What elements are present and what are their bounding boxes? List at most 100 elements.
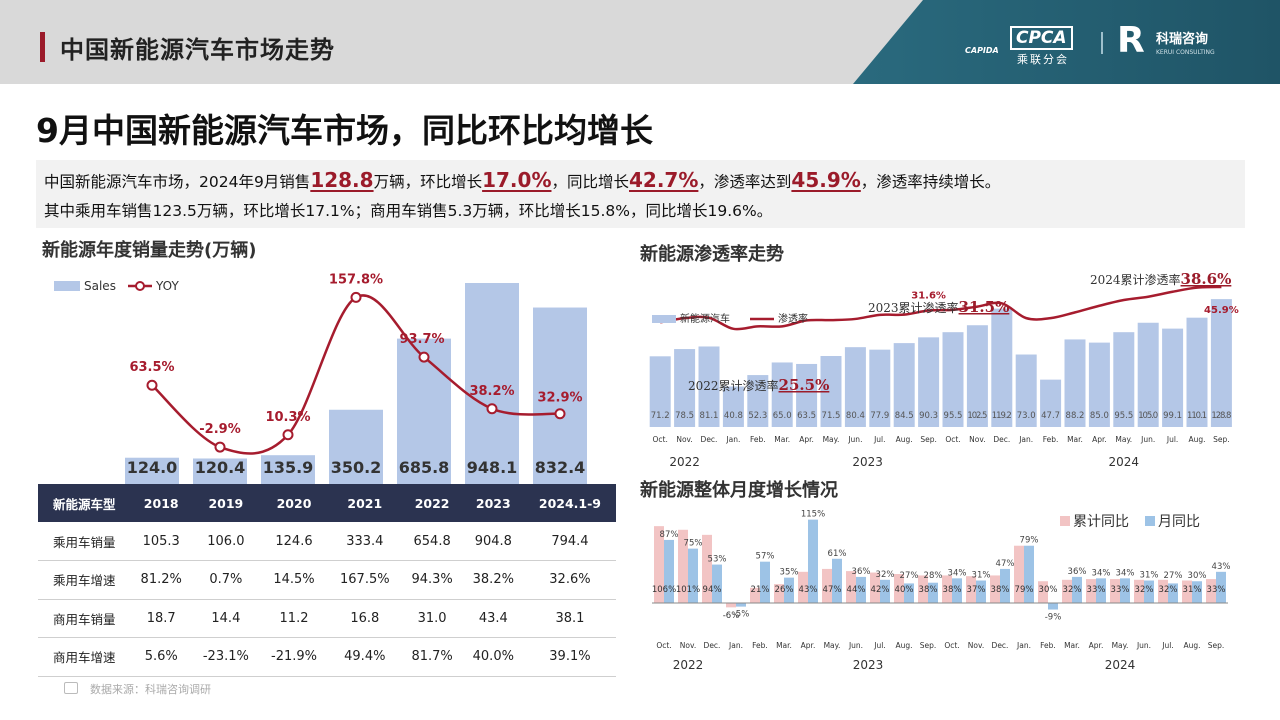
summary-box: 中国新能源汽车市场，2024年9月销售128.8万辆，环比增长17.0%，同比增… — [36, 160, 1245, 228]
kerui-logo-mark: R — [1117, 20, 1145, 61]
annual-yoy-label: 32.9% — [537, 391, 582, 406]
penetration-month-tick: Feb. — [1043, 435, 1059, 444]
growth-month-tick: Jun. — [848, 641, 863, 650]
table-cell: 32.6% — [523, 560, 616, 600]
table-cell: 商用车增速 — [38, 637, 131, 677]
penetration-month-tick: Sep. — [920, 435, 937, 444]
penetration-legend-bar-label: 新能源汽车 — [680, 312, 730, 325]
table-cell: 106.0 — [191, 522, 260, 561]
penetration-sales-label: 47.7 — [1041, 411, 1060, 421]
table-cell: 333.4 — [328, 522, 402, 561]
page-title: 9月中国新能源汽车市场，同比环比均增长 — [36, 111, 653, 150]
summary-text: ，渗透率持续增长。 — [860, 173, 1001, 191]
penetration-sales-label: 95.5 — [944, 411, 963, 421]
penetration-month-tick: Oct. — [945, 435, 960, 444]
growth-cumulative-label: 26% — [775, 585, 794, 595]
summary-text: ，渗透率达到 — [698, 173, 792, 191]
growth-cumulative-label: 32% — [1063, 585, 1082, 595]
annual-sales-chart: 124.0 120.4 135.9 350.2 685.8 948.1 832.4 63.5%… — [54, 272, 587, 484]
annual-sales-bar — [397, 338, 451, 484]
growth-monthly-label: 34% — [948, 568, 967, 578]
growth-cumulative-label: 32% — [1159, 585, 1178, 595]
penetration-month-tick: Apr. — [1092, 435, 1107, 444]
table-row: 乘用车增速 81.2% 0.7% 14.5% 167.5% 94.3% 38.2% 32.6% — [38, 560, 616, 600]
growth-month-tick: Sep. — [1208, 641, 1225, 650]
penetration-sales-label: 105.0 — [1138, 411, 1158, 421]
annual-legend-sales-swatch — [54, 281, 80, 291]
growth-cumulative-label: 31% — [1183, 585, 1202, 595]
annual-sales-bar — [125, 457, 179, 484]
growth-cumulative-label: 101% — [676, 585, 700, 595]
annual-sales-bar — [465, 283, 519, 484]
growth-monthly-label: 27% — [1164, 571, 1183, 581]
growth-month-tick: Jul. — [1161, 641, 1173, 650]
growth-monthly-label: 31% — [972, 571, 991, 581]
penetration-month-tick: Oct. — [653, 435, 668, 444]
annual-yoy-label: 38.2% — [469, 384, 514, 399]
table-cell: 904.8 — [462, 522, 524, 561]
growth-monthly-bar — [904, 583, 914, 603]
table-cell: 38.1 — [523, 599, 616, 638]
penetration-sales-label: 52.3 — [748, 411, 767, 421]
growth-monthly-bar — [952, 578, 962, 603]
annual-legend-sales-label: Sales — [84, 279, 116, 293]
growth-cumulative-bar — [798, 571, 808, 603]
growth-legend-monthly-label: 月同比 — [1158, 514, 1200, 530]
growth-monthly-label: 43% — [1212, 562, 1231, 572]
growth-cumulative-bar — [726, 603, 736, 608]
growth-month-tick: Dec. — [992, 641, 1009, 650]
penetration-sales-label: 71.5 — [822, 411, 841, 421]
penetration-sales-label: 81.1 — [700, 411, 719, 421]
penetration-sales-label: 84.5 — [895, 411, 914, 421]
growth-cumulative-bar — [702, 534, 712, 603]
table-cell: 11.2 — [259, 599, 329, 638]
penetration-sales-label: 102.5 — [967, 411, 987, 421]
growth-monthly-bar — [736, 603, 746, 607]
growth-monthly-label: 61% — [828, 549, 847, 559]
growth-month-tick: Nov. — [968, 641, 984, 650]
annual-sales-label: 685.8 — [399, 458, 450, 477]
growth-cumulative-bar — [918, 575, 928, 603]
growth-year-label: 2024 — [1105, 658, 1136, 672]
growth-chart-title: 新能源整体月度增长情况 — [640, 480, 838, 501]
penetration-month-tick: Dec. — [993, 435, 1010, 444]
growth-month-tick: Jan. — [1016, 641, 1031, 650]
growth-month-tick: Mar. — [1064, 641, 1080, 650]
growth-cumulative-bar — [1014, 545, 1024, 603]
growth-monthly-label: 53% — [708, 555, 727, 565]
growth-month-tick: Jan. — [728, 641, 743, 650]
growth-cumulative-bar — [1038, 581, 1048, 603]
source-icon — [64, 682, 78, 694]
growth-month-tick: Feb. — [752, 641, 768, 650]
annotation-value: 31.5% — [959, 298, 1010, 316]
growth-monthly-bar — [1144, 580, 1154, 603]
penetration-sales-bar — [1040, 379, 1062, 427]
summary-line-2: 其中乘用车销售123.5万辆，环比增长17.1%；商用车销售5.3万辆，环比增长… — [44, 202, 773, 220]
penetration-sales-bar — [1113, 332, 1135, 427]
table-header-cell: 2024.1-9 — [523, 484, 616, 522]
growth-month-tick: Apr. — [801, 641, 816, 650]
growth-cumulative-label: 47% — [823, 585, 842, 595]
growth-cumulative-label: 37% — [967, 585, 986, 595]
cpca-logo-sub: 乘联分会 — [1017, 53, 1069, 66]
growth-monthly-label: 57% — [756, 552, 775, 562]
growth-monthly-label: 31% — [1140, 571, 1159, 581]
growth-cumulative-label: 21% — [751, 585, 770, 595]
table-cell: -23.1% — [191, 637, 260, 677]
growth-monthly-bar — [784, 577, 794, 603]
header-bar: 中国新能源汽车市场走势 CAPIDA CPCA 乘联分会 R 科瑞咨询 KERU… — [0, 0, 1280, 84]
penetration-legend-line-label: 渗透率 — [778, 312, 808, 325]
annotation-text: 2024累计渗透率 — [1090, 272, 1181, 287]
growth-monthly-label: 115% — [801, 510, 825, 520]
table-header-cell: 2020 — [259, 484, 329, 522]
growth-cumulative-bar — [1110, 579, 1120, 603]
penetration-month-tick: Mar. — [1067, 435, 1083, 444]
penetration-sales-label: 85.0 — [1090, 411, 1109, 421]
annual-sales-bar — [261, 455, 315, 484]
penetration-month-tick: Jan. — [725, 435, 740, 444]
penetration-cumulative-annotation: 2024累计渗透率38.6% — [1090, 270, 1231, 288]
growth-cumulative-bar — [678, 529, 688, 603]
penetration-sales-label: 40.8 — [724, 411, 743, 421]
growth-cumulative-label: 32% — [1135, 585, 1154, 595]
growth-monthly-bar — [1072, 576, 1082, 603]
